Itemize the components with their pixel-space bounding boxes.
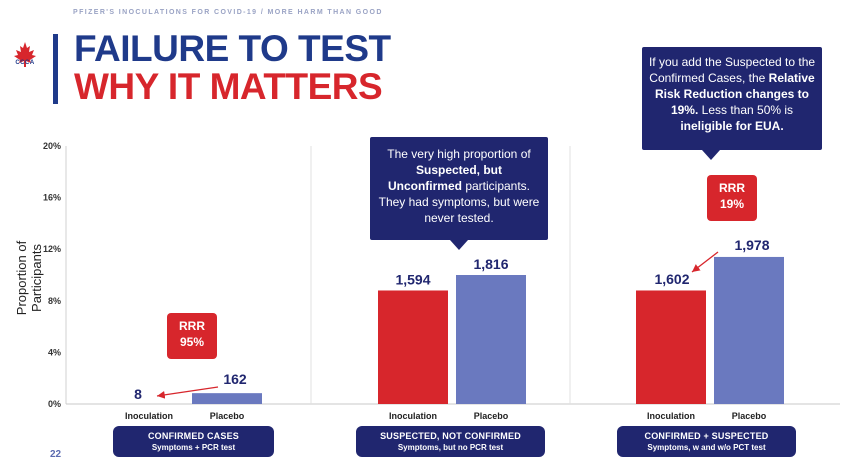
category-box-suspected: SUSPECTED, NOT CONFIRMED Symptoms, but n…	[356, 426, 545, 457]
category-box-combined: CONFIRMED + SUSPECTED Symptoms, w and w/…	[617, 426, 796, 457]
callout-suspected: The very high proportion of Suspected, b…	[370, 137, 548, 250]
value-label-inoculation: 1,602	[654, 271, 689, 287]
callout-text: Confirmed Cases, the	[649, 71, 769, 85]
callout-text: If you add the Suspected to the	[648, 55, 816, 69]
y-tick-label: 8%	[48, 296, 61, 306]
title-accent-bar	[53, 34, 58, 104]
callout-bold: ineligible for EUA.	[680, 119, 784, 133]
slide-topline: PFIZER'S INOCULATIONS FOR COVID-19 / MOR…	[73, 9, 383, 16]
rrr-badge-combined: RRR 19%	[707, 175, 757, 221]
x-tick-label: Inoculation	[389, 411, 437, 421]
value-label-placebo: 1,816	[473, 256, 508, 272]
value-label-inoculation: 8	[134, 386, 142, 402]
y-tick-label: 0%	[48, 399, 61, 409]
callout-bold: Unconfirmed	[387, 179, 462, 193]
callout-bold: Relative	[768, 71, 815, 85]
rrr-value: 95%	[179, 335, 205, 349]
rrr-label: RRR	[179, 319, 205, 333]
category-subtitle: Symptoms, but no PCR test	[397, 443, 504, 452]
callout-text: Less than 50% is	[698, 103, 794, 117]
x-tick-label: Inoculation	[647, 411, 695, 421]
rrr-label: RRR	[719, 181, 745, 195]
category-box-confirmed: CONFIRMED CASES Symptoms + PCR test	[113, 426, 274, 457]
value-label-placebo: 1,978	[734, 237, 769, 253]
bar-placebo	[714, 256, 784, 404]
x-tick-label: Placebo	[210, 411, 245, 421]
page-subtitle: WHY IT MATTERS	[74, 66, 383, 107]
category-title: CONFIRMED + SUSPECTED	[644, 431, 769, 441]
y-tick-label: 12%	[43, 244, 61, 254]
category-title: SUSPECTED, NOT CONFIRMED	[380, 431, 521, 441]
maple-leaf-logo-icon	[14, 42, 36, 67]
x-tick-label: Placebo	[732, 411, 767, 421]
value-label-placebo: 162	[223, 371, 247, 387]
bar-inoculation	[378, 290, 448, 404]
page-number: 22	[50, 449, 62, 460]
y-tick-label: 20%	[43, 141, 61, 151]
callout-bold: 19%.	[670, 103, 699, 117]
callout-text: never tested.	[424, 211, 494, 225]
callout-bold: Risk Reduction changes to	[654, 87, 810, 101]
category-title: CONFIRMED CASES	[147, 431, 239, 441]
rrr-badge-confirmed: RRR 95%	[167, 313, 217, 359]
callout-bold: Suspected, but	[415, 163, 502, 177]
category-subtitle: Symptoms + PCR test	[151, 443, 236, 452]
page-title: FAILURE TO TEST	[74, 28, 391, 69]
callout-text: participants.	[461, 179, 531, 193]
value-label-inoculation: 1,594	[395, 271, 430, 287]
callout-text: They had symptoms, but were	[378, 195, 540, 209]
rrr-value: 19%	[719, 197, 745, 211]
y-tick-label: 4%	[48, 347, 61, 357]
y-tick-label: 16%	[43, 193, 61, 203]
arrow-line	[156, 386, 219, 399]
x-tick-label: Placebo	[474, 411, 509, 421]
category-subtitle: Symptoms, w and w/o PCT test	[647, 443, 766, 452]
bar-placebo	[456, 275, 526, 404]
x-tick-label: Inoculation	[125, 411, 173, 421]
bar-placebo	[192, 393, 262, 404]
callout-text: The very high proportion of	[387, 147, 531, 161]
bar-inoculation	[636, 290, 706, 404]
callout-combined: If you add the Suspected to the Confirme…	[642, 47, 822, 160]
logo-text: CCCA	[15, 60, 35, 66]
arrow-line	[691, 251, 719, 273]
